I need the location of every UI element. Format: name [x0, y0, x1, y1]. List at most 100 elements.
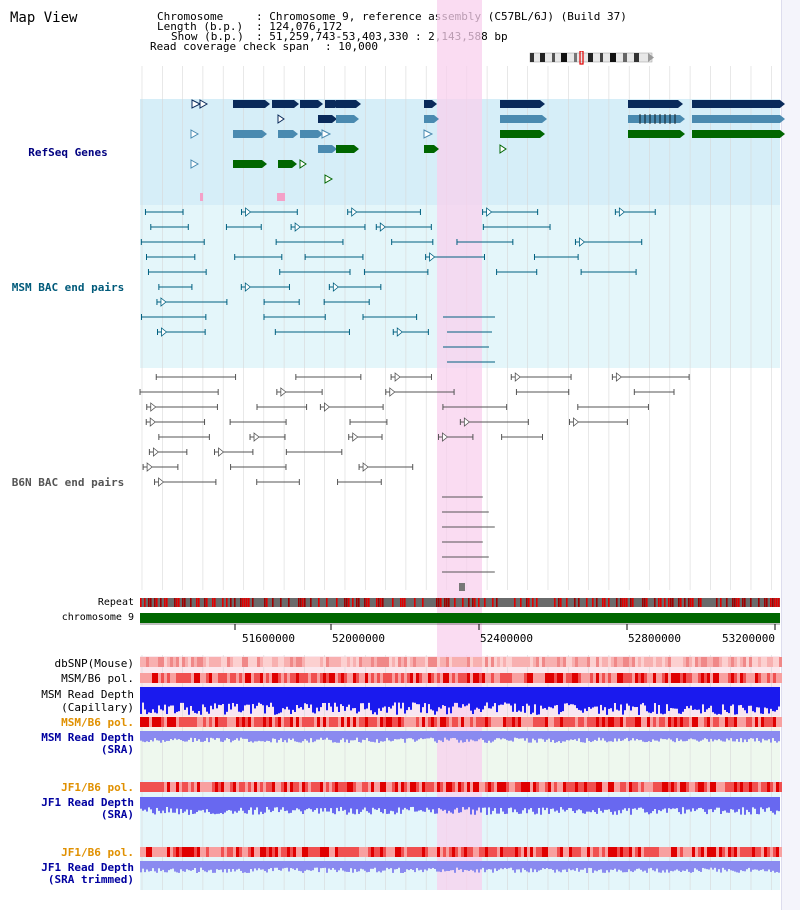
msm-cap-depth — [716, 687, 718, 715]
msm-sra-depth — [620, 731, 622, 742]
msm-pol2-strip — [713, 717, 716, 727]
jf1-sra-depth — [684, 797, 686, 814]
b6n-bac-pair — [389, 387, 396, 397]
msm-cap-depth — [488, 687, 490, 709]
jf1-pol-strip — [623, 782, 626, 792]
jf1-sra-depth — [420, 797, 422, 811]
jf1-trim-depth — [638, 861, 640, 869]
jf1-sra-depth — [282, 797, 284, 808]
refseq-genes-label: RefSeq Genes — [28, 146, 108, 159]
msm-sra-depth — [742, 731, 744, 743]
msm-cap-depth — [728, 687, 730, 714]
msm-sra-depth — [730, 731, 732, 739]
jf1-sra-depth — [272, 797, 274, 811]
msm-pol2-strip — [173, 717, 176, 727]
msm-bac-pair — [379, 222, 386, 232]
dbsnp-label: dbSNP(Mouse) — [54, 657, 134, 670]
msm-sra-depth — [440, 731, 442, 741]
gene-feature-20 — [278, 130, 293, 138]
jf1-sra-depth — [750, 797, 752, 815]
msm-sra-depth — [426, 731, 428, 739]
jf1-pol2-strip — [416, 847, 419, 857]
msm-pol-strip — [443, 673, 446, 683]
msm-pol-strip — [545, 673, 548, 683]
dbsnp-strip — [374, 657, 377, 667]
gene-feature-31 — [190, 159, 200, 169]
jf1-trim-depth — [438, 861, 440, 872]
repeat-mark — [624, 598, 626, 607]
msm-cap-depth — [676, 687, 678, 709]
jf1-pol-strip — [350, 782, 353, 792]
repeat-mark — [574, 598, 576, 607]
jf1-sra-depth — [446, 797, 448, 814]
gene-arrow-25 — [680, 130, 685, 138]
msm-cap-depth — [148, 687, 150, 713]
jf1-trim-depth — [176, 861, 178, 873]
jf1-trim-depth — [346, 861, 348, 872]
msm-pol-strip — [203, 673, 206, 683]
msm-sra-depth — [258, 731, 260, 741]
jf1-sra-depth — [430, 797, 432, 813]
jf1-pol2-strip — [635, 847, 638, 857]
jf1-sra-depth — [550, 797, 552, 809]
msm-sra-depth — [562, 731, 564, 742]
jf1-trim-depth — [348, 861, 350, 872]
msm-pol-strip — [158, 673, 161, 683]
jf1-pol2-strip — [626, 847, 629, 857]
msm-sra-depth — [346, 731, 348, 740]
jf1-trim-depth — [562, 861, 564, 870]
jf1-pol-strip — [560, 782, 563, 792]
jf1-trim-depth — [604, 861, 606, 873]
msm-cap-depth — [404, 687, 406, 714]
chromosome-ideogram[interactable] — [528, 51, 658, 65]
jf1-sra-depth — [448, 797, 450, 811]
repeat-mark — [726, 598, 728, 607]
jf1-sra-depth — [622, 797, 624, 810]
jf1-sra-depth — [232, 797, 234, 814]
msm-pol-strip — [140, 673, 143, 683]
msm-sra-depth — [354, 731, 356, 741]
jf1-sra-depth — [180, 797, 182, 809]
dbsnp-strip — [239, 657, 242, 667]
dbsnp-strip — [569, 657, 572, 667]
jf1-pol-strip — [506, 782, 509, 792]
jf1-sra-depth — [320, 797, 322, 809]
msm-pol-strip — [311, 673, 314, 683]
repeat-mark — [352, 598, 354, 607]
repeat-mark — [670, 598, 672, 607]
msm-sra-depth — [430, 731, 432, 738]
gene-arrow-10 — [780, 100, 785, 108]
jf1-sra-depth — [370, 797, 372, 815]
jf1-trim-depth — [462, 861, 464, 873]
jf1-pol-strip — [485, 782, 488, 792]
msm-pol-strip — [506, 673, 509, 683]
jf1-pol-strip — [692, 782, 695, 792]
msm-sra-depth — [244, 731, 246, 739]
msm-cap-depth — [318, 687, 320, 712]
msm-pol-strip — [218, 673, 221, 683]
msm-cap-depth — [368, 687, 370, 703]
jf1-pol-strip — [371, 782, 374, 792]
msm-pol2-strip — [761, 717, 764, 727]
jf1-sra-depth — [518, 797, 520, 814]
jf1-trim-depth — [246, 861, 248, 873]
right-scroll-area[interactable] — [781, 0, 800, 910]
msm-pol-strip — [368, 673, 371, 683]
jf1-pol2-strip — [482, 847, 485, 857]
jf1-sra-depth — [554, 797, 556, 812]
msm-pol-strip — [206, 673, 209, 683]
jf1-trim-depth — [718, 861, 720, 870]
msm-sra-depth — [688, 731, 690, 740]
jf1-pol-strip — [641, 782, 644, 792]
msm-pol-strip — [389, 673, 392, 683]
msm-cap-depth — [258, 687, 260, 703]
jf1-pol2-strip — [374, 847, 377, 857]
jf1-trim-depth — [558, 861, 560, 872]
jf1-pol2-strip — [470, 847, 473, 857]
msm-sra-depth — [682, 731, 684, 742]
msm-cap-depth — [200, 687, 202, 715]
msm-cap-depth — [510, 687, 512, 706]
msm-sra-depth — [534, 731, 536, 741]
msm-pol-strip — [599, 673, 602, 683]
msm-pol-strip — [392, 673, 395, 683]
